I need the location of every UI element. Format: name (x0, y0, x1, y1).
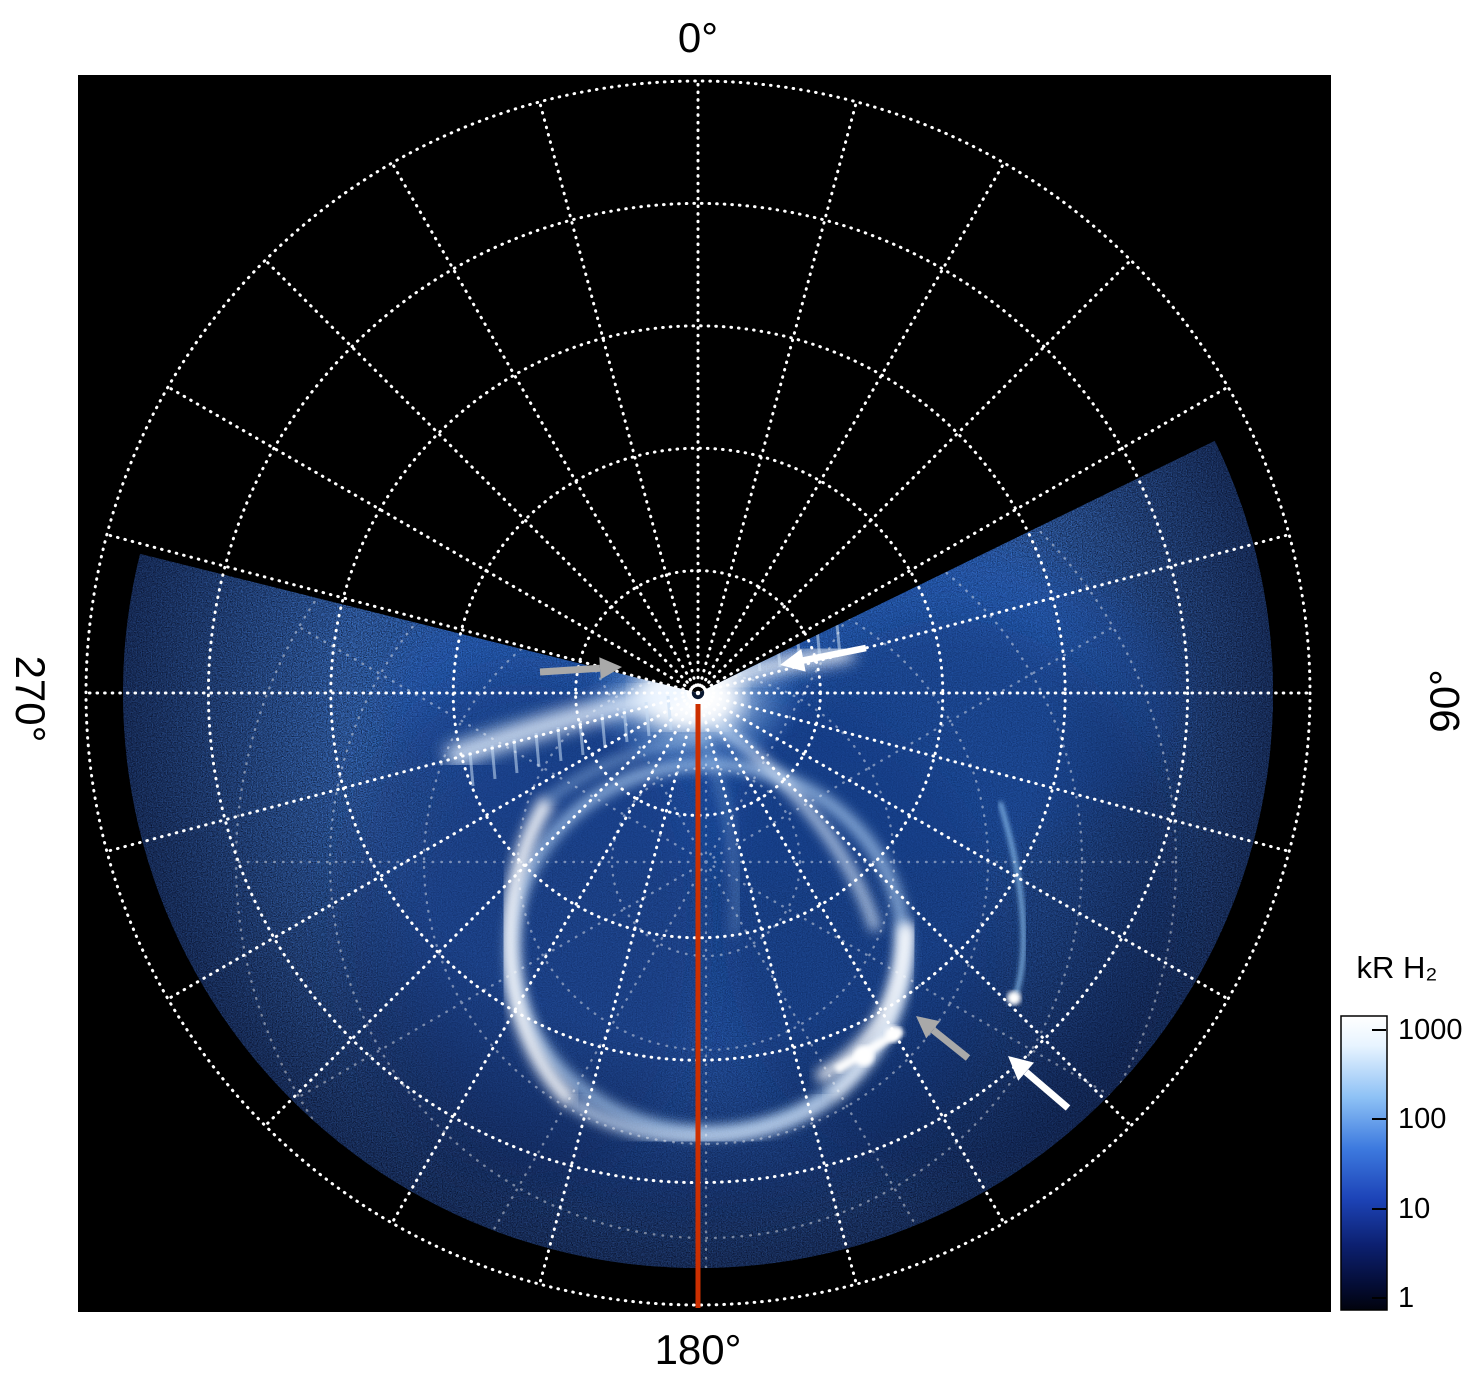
colorbar-tick-1000: 1000 (1398, 1014, 1463, 1046)
angle-label-0: 0° (677, 14, 719, 61)
faint-outer-arc (997, 801, 1026, 995)
auroral-oval-bright-left-arc (502, 796, 578, 1108)
colorbar-gradient (1340, 1015, 1388, 1311)
white-arrow-arc-icon (1008, 1056, 1071, 1111)
angle-label-270: 270° (7, 655, 54, 743)
colorbar-tick-100: 100 (1398, 1103, 1447, 1135)
angle-label-180: 180° (654, 1326, 742, 1373)
colorbar-tick-10: 10 (1398, 1193, 1431, 1225)
bright-fringe-left (444, 679, 691, 769)
bright-knot-2 (885, 1026, 901, 1042)
faint-arc-bright-end (1007, 991, 1021, 1005)
colorbar-title: kR H₂ (1356, 950, 1438, 985)
colorbar-tickmarks (1372, 1029, 1386, 1299)
white-arrow-pole-right-icon (780, 644, 867, 672)
angle-label-90: 90° (1421, 669, 1468, 733)
bright-knot-1 (854, 1046, 874, 1066)
colorbar (1340, 1015, 1388, 1311)
colorbar-tick-1: 1 (1398, 1282, 1415, 1314)
annotation-arrows (539, 644, 1071, 1111)
gray-arrow-pole-left-icon (539, 657, 622, 680)
gray-arrow-arc-icon (916, 1016, 971, 1061)
